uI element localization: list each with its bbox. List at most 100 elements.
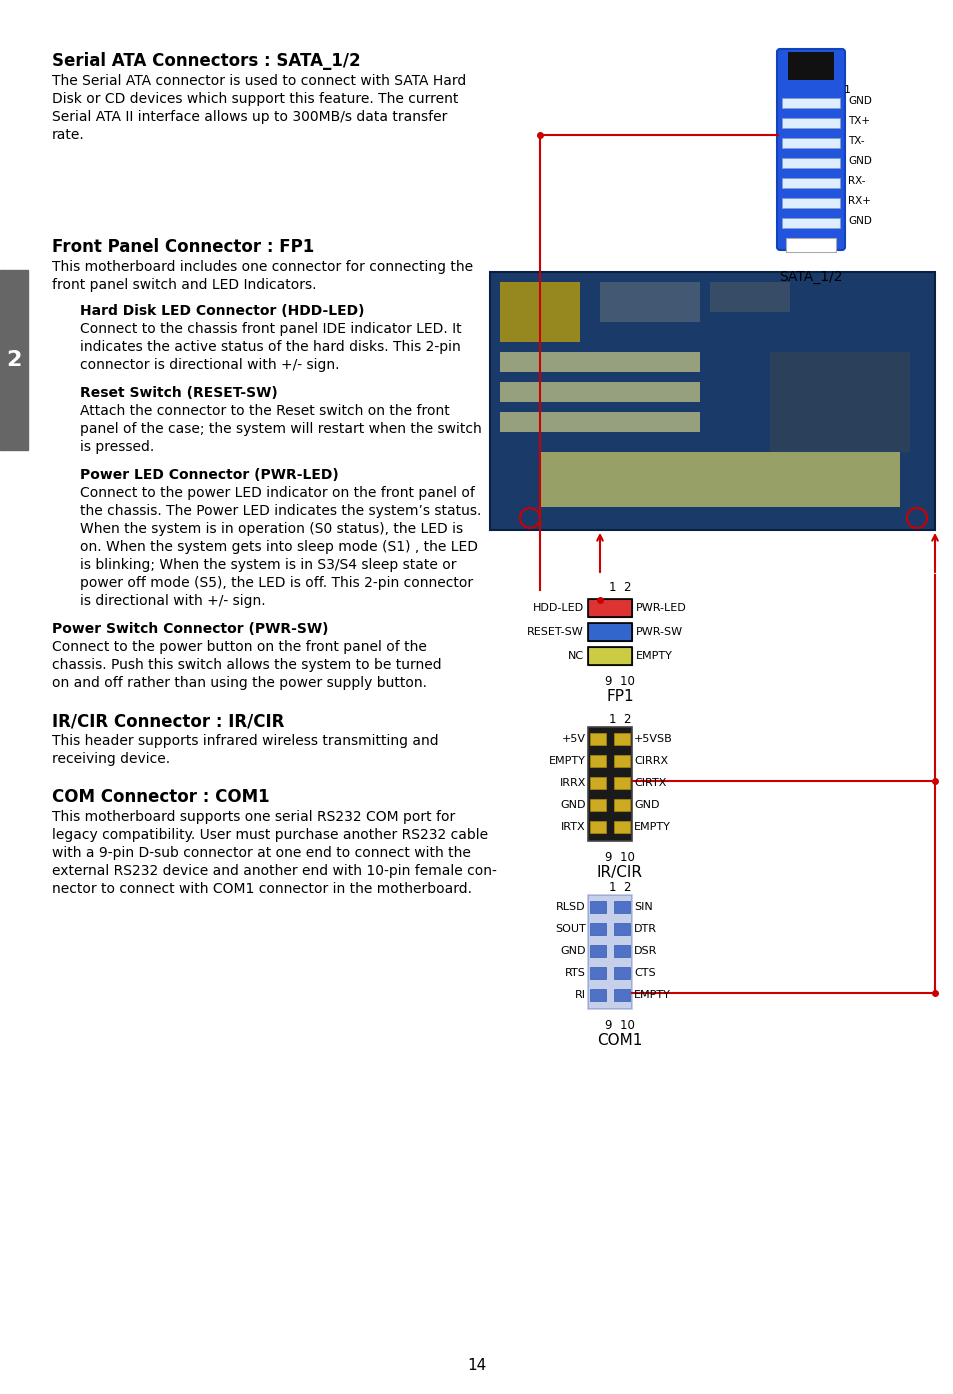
Text: is pressed.: is pressed. bbox=[80, 441, 154, 454]
Bar bbox=[781, 138, 840, 148]
Text: nector to connect with COM1 connector in the motherboard.: nector to connect with COM1 connector in… bbox=[52, 882, 472, 896]
Text: EMPTY: EMPTY bbox=[636, 651, 672, 661]
Bar bbox=[589, 988, 605, 1001]
Text: Disk or CD devices which support this feature. The current: Disk or CD devices which support this fe… bbox=[52, 92, 457, 106]
Text: rate.: rate. bbox=[52, 128, 85, 142]
Bar bbox=[781, 198, 840, 208]
Bar bbox=[587, 895, 631, 1009]
Text: CIRTX: CIRTX bbox=[634, 778, 666, 788]
Bar bbox=[599, 282, 700, 322]
Text: chassis. Push this switch allows the system to be turned: chassis. Push this switch allows the sys… bbox=[52, 658, 441, 672]
Bar bbox=[781, 217, 840, 229]
Text: is blinking; When the system is in S3/S4 sleep state or: is blinking; When the system is in S3/S4… bbox=[80, 558, 456, 572]
Bar bbox=[614, 923, 629, 935]
Text: EMPTY: EMPTY bbox=[634, 990, 670, 999]
Bar bbox=[614, 756, 629, 767]
Text: Connect to the power button on the front panel of the: Connect to the power button on the front… bbox=[52, 640, 426, 654]
Text: Power Switch Connector (PWR-SW): Power Switch Connector (PWR-SW) bbox=[52, 622, 328, 636]
Text: RX+: RX+ bbox=[847, 197, 870, 206]
Bar bbox=[781, 158, 840, 169]
Text: Serial ATA II interface allows up to 300MB/s data transfer: Serial ATA II interface allows up to 300… bbox=[52, 110, 447, 124]
Text: the chassis. The Power LED indicates the system’s status.: the chassis. The Power LED indicates the… bbox=[80, 505, 481, 519]
Text: SIN: SIN bbox=[634, 902, 652, 912]
Bar bbox=[614, 901, 629, 913]
Text: GND: GND bbox=[847, 216, 871, 226]
Bar bbox=[589, 776, 605, 789]
Bar bbox=[614, 945, 629, 958]
Bar bbox=[781, 178, 840, 188]
Bar bbox=[589, 967, 605, 979]
Bar bbox=[499, 413, 700, 432]
Text: IRTX: IRTX bbox=[560, 822, 585, 832]
Text: COM1: COM1 bbox=[597, 1033, 642, 1048]
Text: HDD-LED: HDD-LED bbox=[533, 604, 583, 613]
Text: 1: 1 bbox=[843, 85, 850, 95]
Bar bbox=[614, 799, 629, 811]
Text: Connect to the power LED indicator on the front panel of: Connect to the power LED indicator on th… bbox=[80, 487, 475, 500]
Text: The Serial ATA connector is used to connect with SATA Hard: The Serial ATA connector is used to conn… bbox=[52, 74, 466, 88]
Text: IRRX: IRRX bbox=[559, 778, 585, 788]
Bar bbox=[499, 382, 700, 401]
Text: IR/CIR Connector : IR/CIR: IR/CIR Connector : IR/CIR bbox=[52, 712, 284, 730]
Text: connector is directional with +/- sign.: connector is directional with +/- sign. bbox=[80, 358, 339, 372]
Bar bbox=[614, 967, 629, 979]
Bar bbox=[785, 238, 835, 252]
Bar bbox=[589, 756, 605, 767]
Text: GND: GND bbox=[634, 800, 659, 810]
Text: external RS232 device and another end with 10-pin female con-: external RS232 device and another end wi… bbox=[52, 864, 497, 878]
Text: EMPTY: EMPTY bbox=[549, 756, 585, 765]
Text: +5V: +5V bbox=[561, 735, 585, 744]
Text: RLSD: RLSD bbox=[556, 902, 585, 912]
Text: Hard Disk LED Connector (HDD-LED): Hard Disk LED Connector (HDD-LED) bbox=[80, 304, 364, 318]
Text: RX-: RX- bbox=[847, 176, 864, 185]
Text: RESET-SW: RESET-SW bbox=[527, 627, 583, 637]
Text: 2: 2 bbox=[7, 350, 22, 369]
Text: This motherboard supports one serial RS232 COM port for: This motherboard supports one serial RS2… bbox=[52, 810, 455, 824]
Bar bbox=[589, 733, 605, 744]
Text: is directional with +/- sign.: is directional with +/- sign. bbox=[80, 594, 265, 608]
Text: Front Panel Connector : FP1: Front Panel Connector : FP1 bbox=[52, 238, 314, 256]
Bar bbox=[587, 599, 631, 618]
Bar bbox=[587, 623, 631, 641]
Text: DTR: DTR bbox=[634, 924, 657, 934]
Bar bbox=[587, 599, 631, 618]
Text: GND: GND bbox=[560, 800, 585, 810]
Text: 1  2: 1 2 bbox=[608, 881, 631, 894]
Text: 9  10: 9 10 bbox=[604, 1019, 635, 1032]
Bar bbox=[499, 282, 579, 342]
Bar bbox=[587, 728, 631, 841]
Text: NC: NC bbox=[567, 651, 583, 661]
Text: GND: GND bbox=[847, 96, 871, 106]
Text: SATA_1/2: SATA_1/2 bbox=[779, 270, 841, 284]
Text: COM Connector : COM1: COM Connector : COM1 bbox=[52, 788, 270, 806]
Text: This motherboard includes one connector for connecting the: This motherboard includes one connector … bbox=[52, 261, 473, 275]
Text: CTS: CTS bbox=[634, 967, 655, 979]
Text: 9  10: 9 10 bbox=[604, 850, 635, 864]
Text: 1  2: 1 2 bbox=[608, 581, 631, 594]
Bar bbox=[614, 776, 629, 789]
Text: SOUT: SOUT bbox=[555, 924, 585, 934]
Bar bbox=[781, 118, 840, 128]
Text: DSR: DSR bbox=[634, 947, 657, 956]
Bar bbox=[614, 821, 629, 834]
Text: FP1: FP1 bbox=[605, 689, 633, 704]
Text: +5VSB: +5VSB bbox=[634, 735, 672, 744]
Bar bbox=[499, 353, 700, 372]
Text: power off mode (S5), the LED is off. This 2-pin connector: power off mode (S5), the LED is off. Thi… bbox=[80, 576, 473, 590]
Bar bbox=[587, 623, 631, 641]
Bar bbox=[589, 923, 605, 935]
Bar bbox=[787, 52, 833, 79]
Text: Power LED Connector (PWR-LED): Power LED Connector (PWR-LED) bbox=[80, 468, 338, 482]
Bar bbox=[709, 282, 789, 312]
Bar bbox=[589, 821, 605, 834]
Bar bbox=[587, 647, 631, 665]
Text: Serial ATA Connectors : SATA_1/2: Serial ATA Connectors : SATA_1/2 bbox=[52, 52, 360, 70]
Text: PWR-SW: PWR-SW bbox=[636, 627, 682, 637]
Bar bbox=[539, 452, 899, 507]
Text: TX+: TX+ bbox=[847, 116, 869, 125]
Text: receiving device.: receiving device. bbox=[52, 751, 170, 765]
Text: 14: 14 bbox=[467, 1358, 486, 1373]
Bar bbox=[769, 353, 909, 452]
Text: with a 9-pin D-sub connector at one end to connect with the: with a 9-pin D-sub connector at one end … bbox=[52, 846, 471, 860]
Bar bbox=[589, 799, 605, 811]
